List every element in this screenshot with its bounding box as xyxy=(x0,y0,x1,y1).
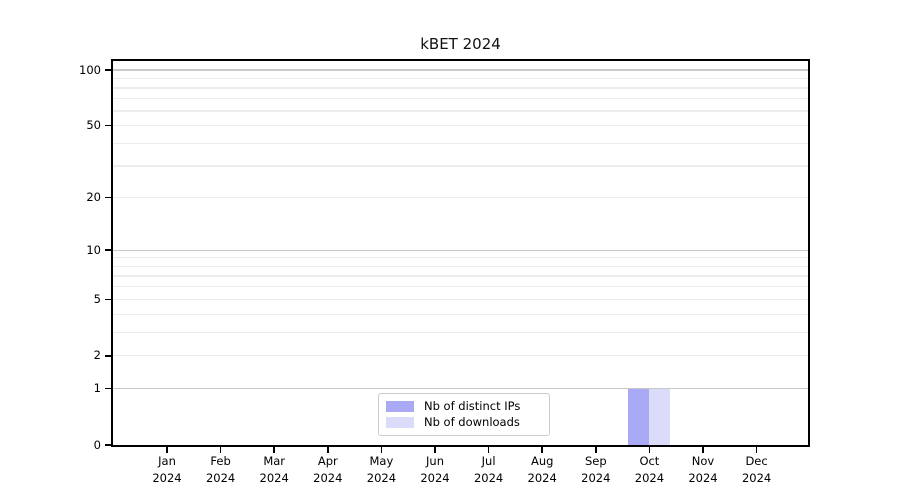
y-tick-mark xyxy=(105,69,111,71)
y-tick-mark xyxy=(105,298,111,301)
y-tick-label: 50 xyxy=(86,118,101,133)
x-tick-label: Jun 2024 xyxy=(420,454,450,485)
y-tick-mark xyxy=(105,354,111,357)
distinct-ips-swatch xyxy=(386,401,414,412)
minor-gridline xyxy=(113,298,808,300)
x-tick-label: May 2024 xyxy=(366,454,397,485)
minor-gridline xyxy=(113,265,808,268)
legend-label: Nb of downloads xyxy=(424,415,520,429)
x-tick-mark xyxy=(648,447,651,453)
minor-gridline xyxy=(113,87,808,89)
major-gridline xyxy=(113,69,808,71)
y-tick-mark xyxy=(105,387,111,390)
x-tick-label: Jan 2024 xyxy=(152,454,182,485)
x-tick-mark xyxy=(166,447,168,453)
x-tick-mark xyxy=(541,447,543,453)
x-tick-mark xyxy=(219,447,222,453)
x-tick-mark xyxy=(434,447,436,453)
downloads-swatch xyxy=(386,417,414,428)
legend-label: Nb of distinct IPs xyxy=(424,399,521,413)
minor-gridline xyxy=(113,275,808,277)
minor-gridline xyxy=(113,142,808,144)
x-tick-label: Nov 2024 xyxy=(688,454,718,485)
x-tick-label: Jul 2024 xyxy=(473,454,504,485)
x-tick-mark xyxy=(595,447,597,453)
x-tick-mark xyxy=(327,447,329,453)
y-tick-label: 2 xyxy=(93,348,101,363)
y-tick-mark xyxy=(105,249,111,251)
legend-item: Nb of distinct IPs xyxy=(386,399,541,414)
x-tick-label: Mar 2024 xyxy=(259,454,289,485)
x-tick-label: Aug 2024 xyxy=(527,454,557,485)
x-tick-mark xyxy=(380,447,383,453)
x-tick-label: Oct 2024 xyxy=(634,454,665,485)
x-tick-label: Sep 2024 xyxy=(581,454,611,485)
chart-title: kBET 2024 xyxy=(420,35,501,53)
major-gridline xyxy=(113,388,808,390)
x-tick-label: Apr 2024 xyxy=(313,454,343,485)
x-tick-label: Feb 2024 xyxy=(205,454,236,485)
y-tick-label: 5 xyxy=(93,291,101,306)
minor-gridline xyxy=(113,197,808,199)
bar-distinct-ips xyxy=(628,388,650,445)
minor-gridline xyxy=(113,165,808,167)
plot-area xyxy=(111,59,810,447)
y-tick-label: 20 xyxy=(86,190,101,205)
y-tick-label: 100 xyxy=(79,62,101,77)
x-tick-mark xyxy=(487,447,490,453)
y-tick-mark xyxy=(105,196,111,199)
minor-gridline xyxy=(113,313,808,315)
y-tick-mark xyxy=(105,124,111,127)
minor-gridline xyxy=(113,110,808,112)
legend: Nb of distinct IPs Nb of downloads xyxy=(378,393,550,436)
minor-gridline xyxy=(113,331,808,333)
y-tick-mark xyxy=(105,444,111,446)
minor-gridline xyxy=(113,124,808,127)
x-tick-mark xyxy=(755,447,758,453)
y-tick-label: 10 xyxy=(86,242,101,257)
minor-gridline xyxy=(113,77,808,80)
minor-gridline xyxy=(113,98,808,100)
y-tick-label: 0 xyxy=(93,437,101,452)
x-tick-mark xyxy=(273,447,275,453)
x-tick-mark xyxy=(702,447,704,453)
x-tick-label: Dec 2024 xyxy=(741,454,772,485)
minor-gridline xyxy=(113,286,808,288)
legend-item: Nb of downloads xyxy=(386,415,541,430)
major-gridline xyxy=(113,249,808,251)
bar-downloads xyxy=(649,388,671,445)
minor-gridline xyxy=(113,355,808,357)
minor-gridline xyxy=(113,257,808,259)
y-tick-label: 1 xyxy=(93,381,101,396)
